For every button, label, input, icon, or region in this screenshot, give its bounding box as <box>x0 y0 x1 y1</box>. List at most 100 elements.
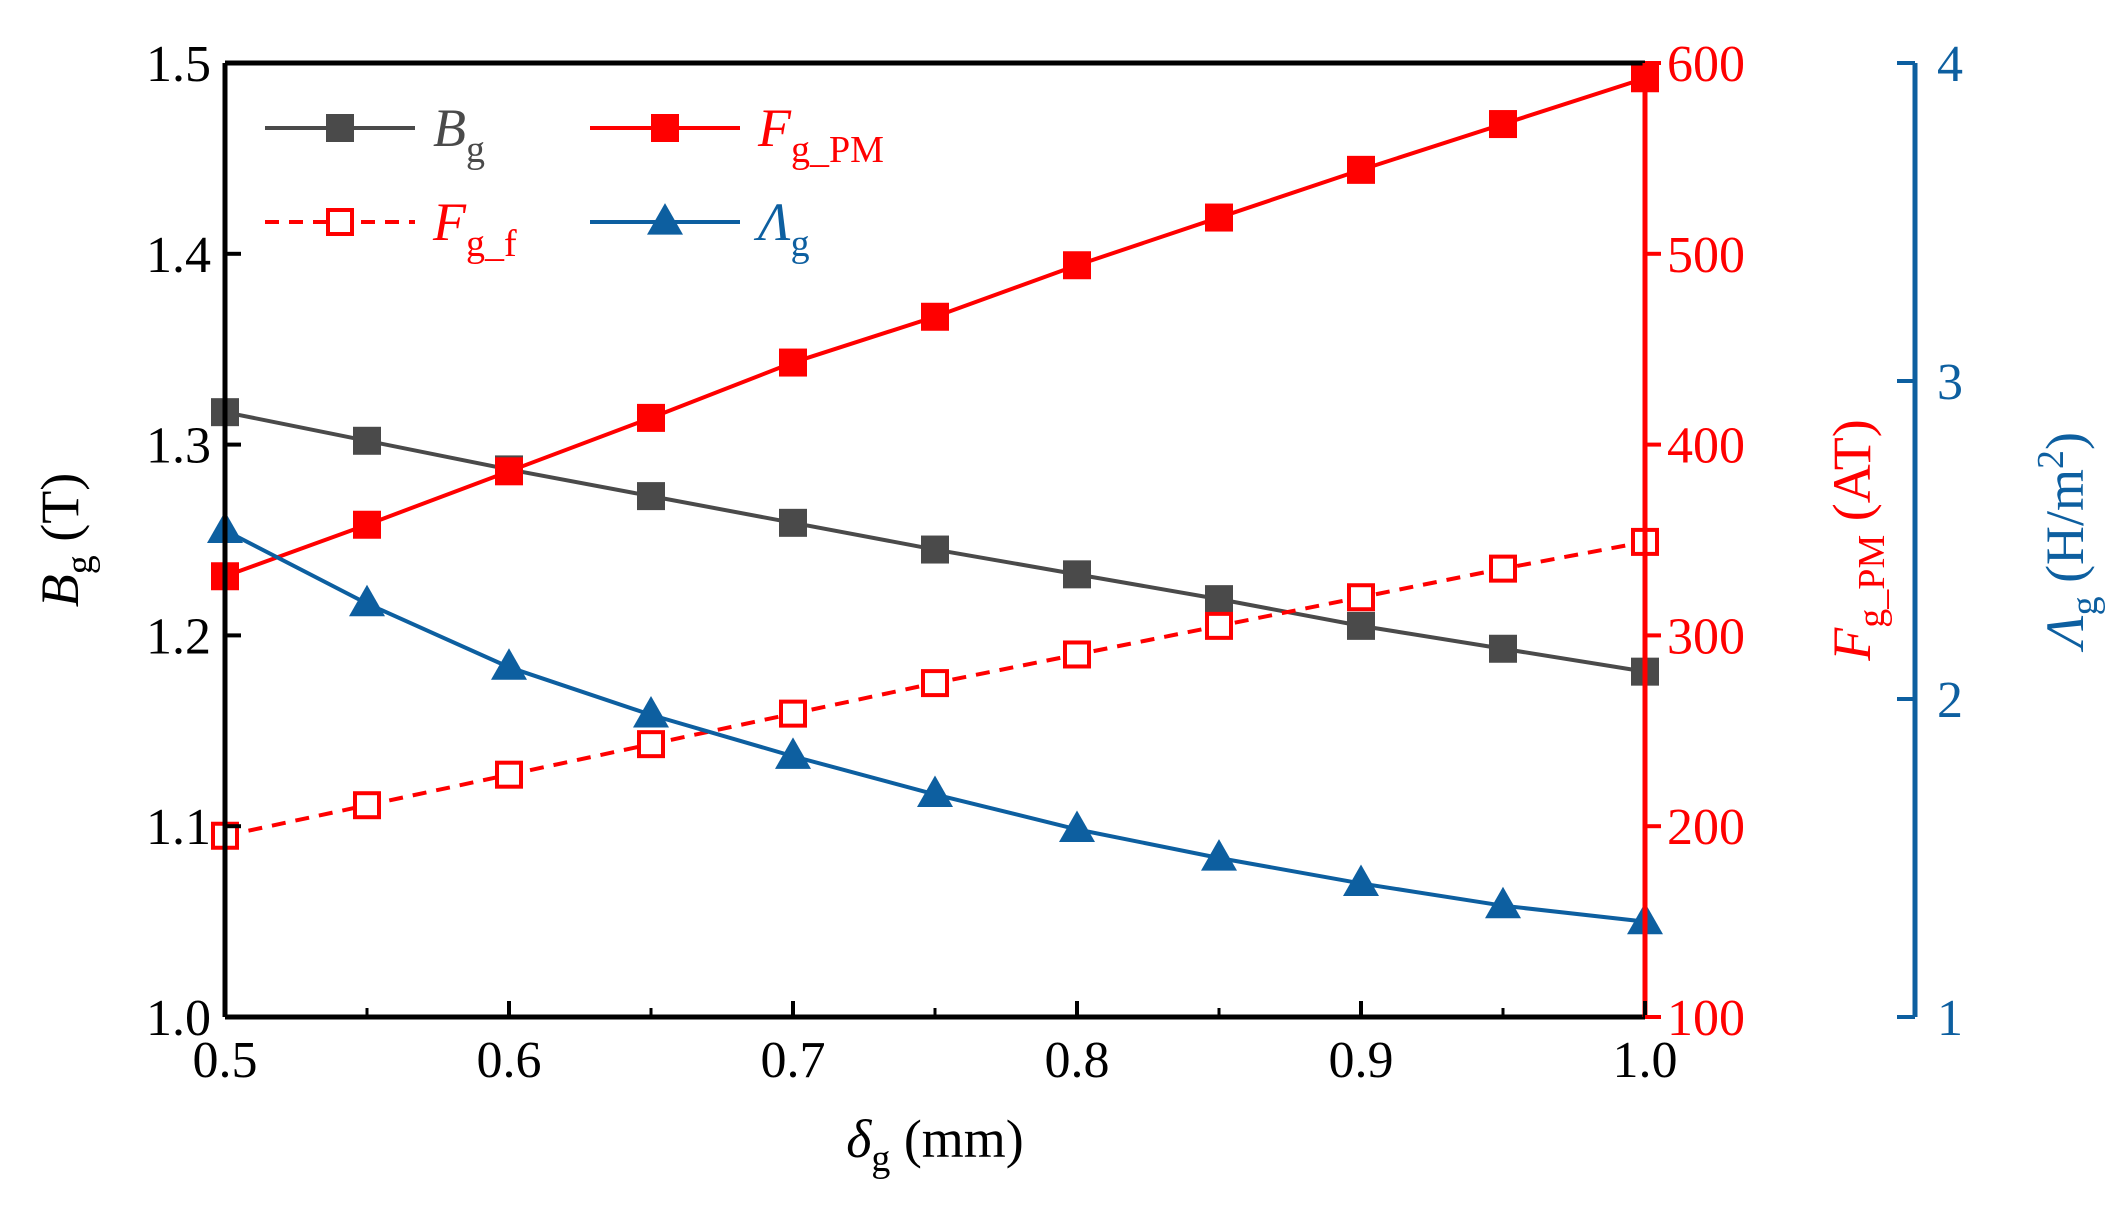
series-1-point-7 <box>1205 203 1233 232</box>
right-tick-label: 600 <box>1667 36 1745 93</box>
series-3-point-1 <box>349 584 385 617</box>
series-2-point-1 <box>353 791 381 820</box>
left-axis-title-part-1: g <box>59 555 101 574</box>
series-3-point-4 <box>775 737 811 769</box>
x-tick-label: 0.7 <box>761 1032 826 1089</box>
left-axis-title-part-0: B <box>30 574 90 607</box>
legend-item-0: Bg <box>265 98 485 171</box>
series-0-point-1 <box>353 426 381 455</box>
left-tick-label: 1.0 <box>146 990 211 1047</box>
legend-label-1-part-1: g_PM <box>791 129 884 171</box>
series-layer <box>207 64 1663 935</box>
legend-label-1-part-0: F <box>757 98 792 158</box>
series-3-point-2 <box>491 648 527 680</box>
series-1-point-1 <box>353 510 381 539</box>
third-axis-title-part-3: 2 <box>2030 450 2072 469</box>
right-tick-label: 300 <box>1667 608 1745 665</box>
third-tick-label: 3 <box>1937 354 1963 411</box>
series-1-point-9 <box>1489 110 1517 139</box>
series-3-point-7 <box>1201 839 1237 871</box>
series-1-point-4 <box>779 348 807 377</box>
legend-marker-3 <box>647 203 683 235</box>
third-axis-title: Λg (H/m2) <box>2030 432 2106 653</box>
third-axis-title-part-0: Λ <box>2035 615 2095 653</box>
x-tick-label: 0.6 <box>477 1032 542 1089</box>
legend-item-1: Fg_PM <box>590 98 884 171</box>
third-tick-label: 1 <box>1937 990 1963 1047</box>
series-1-point-6 <box>1063 251 1091 280</box>
series-2 <box>211 527 1659 850</box>
series-0-point-8 <box>1347 611 1375 640</box>
legend-marker-0 <box>326 114 354 142</box>
series-1 <box>211 64 1659 591</box>
series-3-point-8 <box>1343 864 1379 897</box>
series-1-point-5 <box>921 302 949 331</box>
third-tick-label: 4 <box>1937 36 1963 93</box>
x-tick-label: 0.5 <box>193 1032 258 1089</box>
left-tick-label: 1.2 <box>146 608 211 665</box>
series-2-point-5 <box>921 669 949 698</box>
series-2-point-4 <box>779 699 807 728</box>
series-2-point-9 <box>1489 554 1517 583</box>
left-axis-title: Bg (T) <box>30 473 101 607</box>
series-3-point-3 <box>633 696 669 728</box>
legend-label-0-part-1: g <box>466 129 485 171</box>
x-axis-title-part-1: g <box>871 1138 890 1180</box>
left-tick-label: 1.4 <box>146 227 211 284</box>
legend-label-0: Bg <box>433 98 485 171</box>
legend-marker-2 <box>326 208 354 236</box>
series-0 <box>211 398 1659 686</box>
series-3 <box>207 511 1663 935</box>
axes-layer: 0.5 0.6 0.7 0.8 0.9 1.0 1.0 1.1 1.2 1.3 1.4 1.5 100 2… <box>30 36 2106 1180</box>
series-0-point-9 <box>1489 634 1517 663</box>
x-tick-label: 0.9 <box>1329 1032 1394 1089</box>
third-tick-label: 2 <box>1937 672 1963 729</box>
left-tick-label: 1.5 <box>146 36 211 93</box>
x-axis-title-part-0: δ <box>846 1109 872 1169</box>
legend-label-3-part-0: Λ <box>753 192 791 252</box>
series-3-point-9 <box>1485 886 1521 919</box>
legend-label-2-part-1: g_f <box>466 223 517 265</box>
legend-label-3: Λg <box>753 192 810 265</box>
series-1-point-8 <box>1347 155 1375 184</box>
series-0-point-5 <box>921 535 949 564</box>
series-2-point-2 <box>495 760 523 789</box>
third-axis-title-part-4: ) <box>2035 432 2095 450</box>
x-tick-label: 1.0 <box>1613 1032 1678 1089</box>
legend-label-3-part-1: g <box>791 223 810 265</box>
x-axis-title: δg (mm) <box>846 1109 1024 1180</box>
legend-label-1: Fg_PM <box>757 98 884 171</box>
right-axis-title-part-1: g_PM <box>1851 535 1893 628</box>
legend-item-3: Λg <box>590 192 810 265</box>
series-3-point-5 <box>917 775 953 807</box>
series-0-point-6 <box>1063 560 1091 589</box>
right-tick-label: 200 <box>1667 799 1745 856</box>
x-tick-label: 0.8 <box>1045 1032 1110 1089</box>
left-tick-label: 1.1 <box>146 799 211 856</box>
right-tick-label: 500 <box>1667 227 1745 284</box>
series-1-point-3 <box>637 403 665 432</box>
legend-label-2: Fg_f <box>432 192 517 265</box>
right-tick-label: 400 <box>1667 418 1745 475</box>
right-axis-title: Fg_PM (AT) <box>1822 419 1893 661</box>
series-0-point-4 <box>779 508 807 537</box>
series-2-point-6 <box>1063 640 1091 669</box>
right-axis-title-part-2: (AT) <box>1822 419 1882 534</box>
legend-label-0-part-0: B <box>433 98 466 158</box>
series-2-point-7 <box>1205 611 1233 640</box>
series-0-point-7 <box>1205 585 1233 614</box>
series-0-point-3 <box>637 482 665 511</box>
series-3-point-6 <box>1059 810 1095 842</box>
series-line-3 <box>224 528 1646 924</box>
third-axis-title-part-2: (H/m <box>2035 469 2095 597</box>
x-axis-title-part-2: (mm) <box>890 1109 1023 1169</box>
left-axis-title-part-2: (T) <box>30 473 90 555</box>
right-tick-label: 100 <box>1667 990 1745 1047</box>
left-tick-label: 1.3 <box>146 418 211 475</box>
third-axis-title-part-1: g <box>2064 596 2106 615</box>
series-1-point-2 <box>495 457 523 486</box>
right-axis-title-part-0: F <box>1822 627 1882 662</box>
legend-label-2-part-0: F <box>432 192 467 252</box>
